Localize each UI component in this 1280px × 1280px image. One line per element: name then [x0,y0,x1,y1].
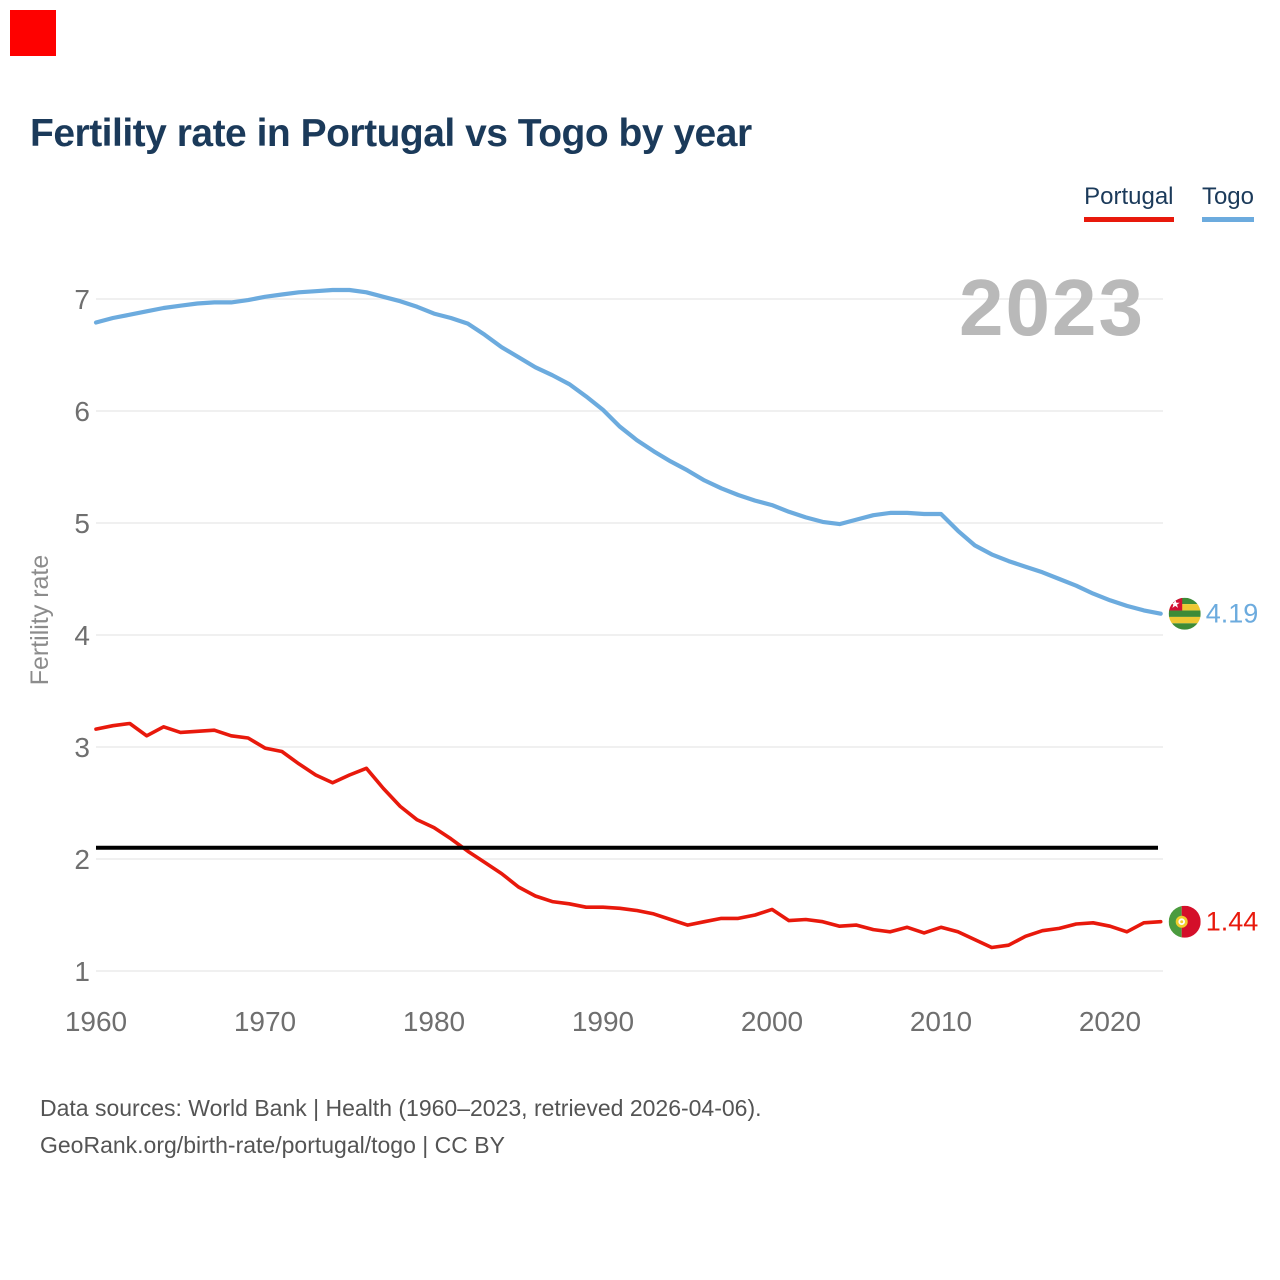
series-end-labels: 4.19 1.44 [1206,599,1259,937]
gridlines [96,298,1163,972]
series-line-togo [93,287,1163,616]
x-axis-tick-labels: 1960 1970 1980 1990 2000 2010 2020 [65,1006,1141,1037]
x-tick-label: 1990 [572,1006,634,1037]
y-tick-label: 5 [74,508,90,539]
x-tick-label: 2020 [1079,1006,1141,1037]
source-note: Data sources: World Bank | Health (1960–… [40,1090,762,1164]
y-tick-label: 7 [74,284,90,315]
togo-flag-icon [1168,597,1201,630]
x-tick-label: 2010 [910,1006,972,1037]
page-title: Fertility rate in Portugal vs Togo by ye… [30,112,752,155]
watermark-year: 2023 [959,263,1145,352]
series-end-value: 4.19 [1206,599,1259,629]
series-lines [93,287,1163,950]
source-line-1: Data sources: World Bank | Health (1960–… [40,1095,762,1121]
y-tick-label: 1 [74,956,90,987]
legend-item-portugal[interactable]: Portugal [1084,183,1174,222]
legend-item-togo[interactable]: Togo [1201,183,1254,222]
series-end-value: 1.44 [1206,907,1259,937]
x-tick-label: 1980 [403,1006,465,1037]
y-axis-tick-labels: 1 2 3 4 5 6 7 [74,284,90,987]
legend: Portugal Togo [1060,183,1254,222]
series-line-portugal [94,721,1163,950]
y-axis-title: Fertility rate [26,555,54,686]
x-tick-label: 1970 [234,1006,296,1037]
y-tick-label: 4 [74,620,90,651]
source-line-2: GeoRank.org/birth-rate/portugal/togo | C… [40,1132,505,1158]
y-tick-label: 3 [74,732,90,763]
portugal-flag-icon [1168,905,1201,938]
corner-marker [10,10,56,56]
y-tick-label: 2 [74,844,90,875]
x-tick-label: 2000 [741,1006,803,1037]
y-tick-label: 6 [74,396,90,427]
x-tick-label: 1960 [65,1006,127,1037]
